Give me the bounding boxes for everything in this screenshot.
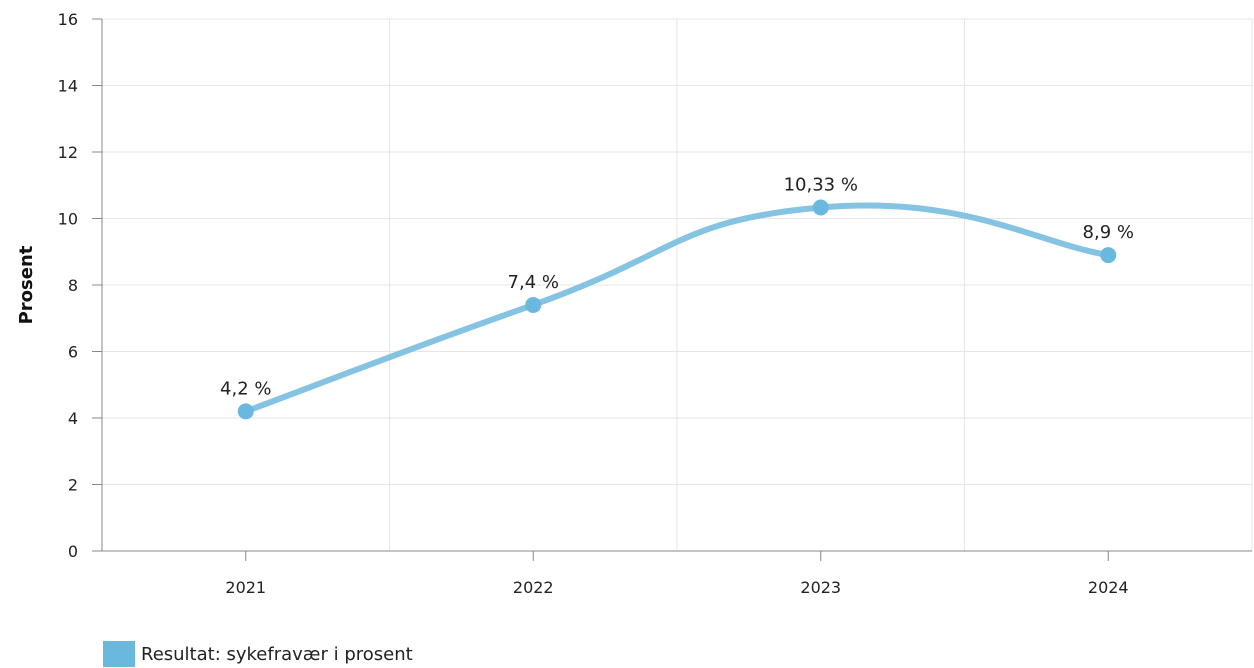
series-line bbox=[242, 202, 1112, 415]
y-tick-label: 4 bbox=[68, 409, 78, 428]
y-tick-label: 16 bbox=[58, 10, 78, 29]
y-tick-label: 14 bbox=[58, 77, 78, 96]
x-tick-labels: 2021 2022 2023 2024 bbox=[225, 578, 1128, 597]
x-tick-label: 2022 bbox=[513, 578, 554, 597]
data-point[interactable] bbox=[812, 199, 829, 216]
x-tick-label: 2021 bbox=[225, 578, 266, 597]
data-labels: 4,2 % 7,4 % 10,33 % 8,9 % bbox=[220, 175, 1134, 400]
x-tick-label: 2024 bbox=[1088, 578, 1129, 597]
y-tick-label: 10 bbox=[58, 210, 78, 229]
data-label: 7,4 % bbox=[508, 272, 559, 293]
data-point[interactable] bbox=[525, 296, 542, 313]
y-tick-label: 12 bbox=[58, 143, 78, 162]
data-label: 8,9 % bbox=[1083, 222, 1134, 243]
series-line-layer bbox=[242, 202, 1112, 415]
data-point[interactable] bbox=[1100, 247, 1117, 264]
y-tick-label: 6 bbox=[68, 343, 78, 362]
data-label: 4,2 % bbox=[220, 378, 271, 399]
y-tick-label: 0 bbox=[68, 542, 78, 561]
y-tick-label: 8 bbox=[68, 276, 78, 295]
grid-lines bbox=[102, 18, 1253, 551]
legend-label: Resultat: sykefravær i prosent bbox=[141, 643, 413, 665]
legend-swatch bbox=[103, 641, 135, 667]
legend[interactable]: Resultat: sykefravær i prosent bbox=[103, 641, 413, 667]
y-axis-title: Prosent bbox=[16, 245, 37, 324]
line-chart: 0 2 4 6 8 10 12 14 16 2021 2022 2023 2024 4,2 % 7,4 … bbox=[16, 10, 1253, 597]
x-tick-label: 2023 bbox=[800, 578, 841, 597]
data-points bbox=[237, 199, 1117, 420]
data-label: 10,33 % bbox=[784, 175, 858, 196]
data-point[interactable] bbox=[237, 403, 254, 420]
y-tick-label: 2 bbox=[68, 476, 78, 495]
axes bbox=[92, 18, 1252, 561]
y-tick-labels: 0 2 4 6 8 10 12 14 16 bbox=[58, 10, 78, 561]
